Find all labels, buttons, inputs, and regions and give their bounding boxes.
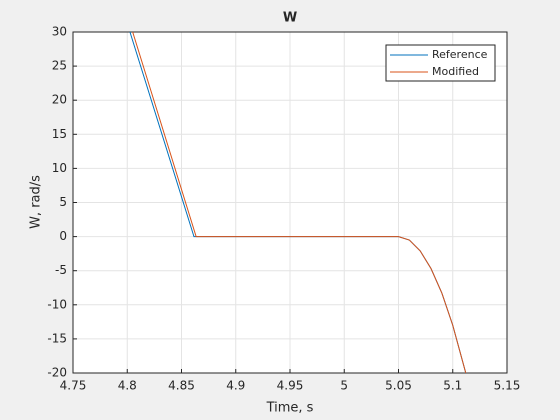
y-tick-label: 10 [52, 161, 67, 175]
y-tick-label: 20 [52, 93, 67, 107]
plot-lines [129, 32, 467, 373]
x-tick-label: 4.8 [118, 379, 137, 393]
y-tick-label: 25 [52, 59, 67, 73]
x-tick-label: 5.05 [385, 379, 412, 393]
y-tick-label: 5 [59, 195, 67, 209]
x-tick-label: 4.75 [60, 379, 87, 393]
y-tick-label: -10 [47, 297, 67, 311]
y-tick-label: 0 [59, 229, 67, 243]
x-tick-label: 4.95 [277, 379, 304, 393]
y-tick-label: -15 [47, 331, 67, 345]
y-axis-label: W, rad/s [29, 175, 44, 229]
legend-label: Reference [432, 48, 488, 61]
x-tick-label: 4.9 [226, 379, 245, 393]
legend-label: Modified [432, 65, 479, 78]
x-axis-label: Time, s [266, 401, 314, 416]
line-series [132, 32, 467, 373]
legend-box [385, 44, 496, 82]
y-tick-label: 15 [52, 127, 67, 141]
x-tick-label: 5.1 [443, 379, 462, 393]
x-tick-label: 5.15 [494, 379, 521, 393]
y-tick-label: -5 [55, 263, 67, 277]
axes-box [72, 31, 508, 374]
x-tick-label: 4.85 [168, 379, 195, 393]
y-tick-label: -20 [47, 366, 67, 380]
y-tick-label: 30 [52, 25, 67, 39]
x-tick-label: 5 [340, 379, 348, 393]
chart-title: W [283, 11, 297, 26]
